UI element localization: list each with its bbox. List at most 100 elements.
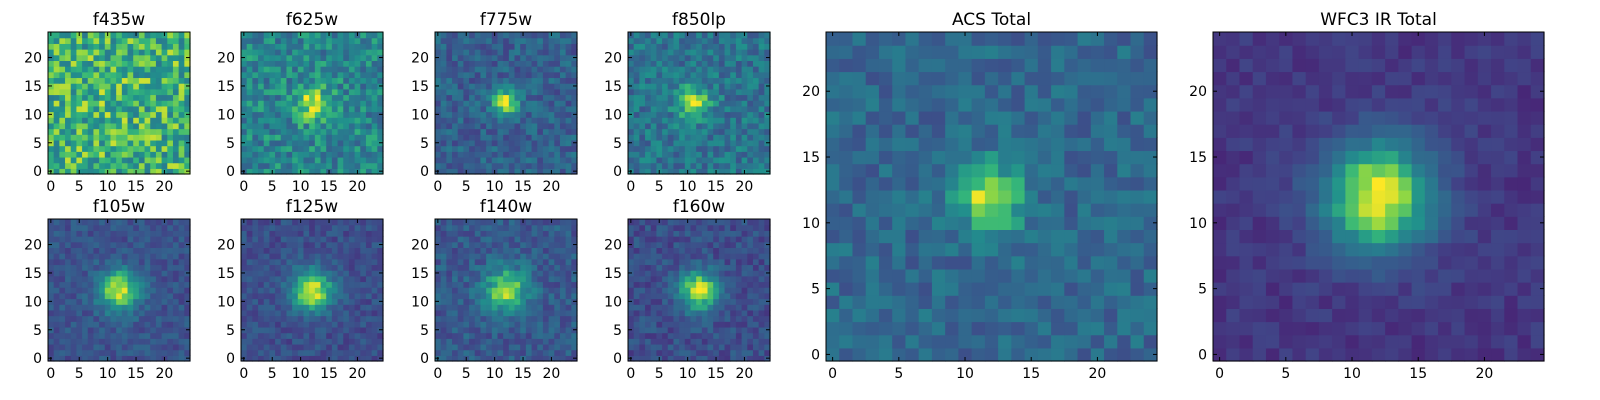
x-tick-label: 20 (543, 179, 561, 195)
heatmap-cell (121, 32, 129, 39)
heatmap-cell (70, 156, 77, 164)
heatmap-cell (93, 292, 100, 300)
heatmap-cell (554, 122, 561, 130)
heatmap-cell (167, 43, 174, 50)
heatmap-cell (525, 49, 533, 56)
heatmap-cell (497, 139, 504, 147)
heatmap-cell (440, 60, 447, 67)
heatmap-cell (531, 247, 538, 254)
heatmap-cell (701, 145, 709, 152)
heatmap-cell (320, 37, 327, 44)
heatmap-cell (752, 349, 760, 356)
heatmap-cell (679, 117, 686, 124)
heatmap-cell (452, 275, 459, 283)
heatmap-cell (497, 332, 504, 339)
heatmap-cell (138, 54, 146, 61)
heatmap-cell (172, 145, 180, 152)
heatmap-cell (764, 77, 771, 84)
heatmap-cell (87, 287, 95, 294)
heatmap-cell (263, 71, 270, 79)
heatmap-cell (82, 349, 89, 356)
heatmap-cell (167, 224, 174, 231)
heatmap-cell (667, 71, 675, 79)
heatmap-cell (70, 275, 77, 283)
heatmap-cell (286, 338, 293, 345)
x-tick-label: 5 (462, 179, 471, 195)
heatmap-cell (360, 309, 367, 317)
heatmap-cell (525, 162, 533, 169)
heatmap-cell (474, 128, 482, 135)
heatmap-cell (337, 224, 344, 231)
heatmap-cell (497, 315, 504, 322)
heatmap-cell (537, 88, 544, 96)
heatmap-cell (457, 241, 464, 248)
heatmap-cell (371, 43, 378, 50)
heatmap-cell (667, 298, 675, 305)
heatmap-cell (656, 100, 663, 107)
heatmap-cell (696, 77, 703, 84)
heatmap-cell (548, 287, 555, 294)
heatmap-cell (184, 321, 191, 328)
heatmap-cell (628, 343, 635, 351)
heatmap-cell (314, 253, 322, 260)
heatmap-cell (690, 287, 697, 294)
heatmap-cell (497, 326, 504, 334)
heatmap-cell (730, 83, 737, 90)
heatmap-cell (59, 83, 66, 90)
heatmap-cell (343, 241, 350, 248)
heatmap-cell (343, 168, 350, 175)
heatmap-cell (269, 253, 276, 260)
heatmap-cell (365, 139, 373, 147)
heatmap-cell (275, 83, 282, 90)
heatmap-cell (713, 270, 720, 277)
heatmap-cell (520, 247, 527, 254)
heatmap-cell (53, 219, 60, 226)
heatmap-cell (435, 151, 442, 158)
heatmap-cell (724, 145, 731, 152)
heatmap-cell (679, 134, 686, 141)
heatmap-cell (65, 304, 72, 311)
heatmap-cell (343, 230, 350, 237)
heatmap-cell (121, 105, 129, 113)
heatmap-cell (93, 247, 100, 254)
heatmap-cell (121, 128, 129, 135)
heatmap-cell (537, 241, 544, 248)
heatmap-cell (314, 71, 322, 79)
heatmap-cell (633, 139, 640, 147)
heatmap-cell (565, 258, 572, 266)
heatmap-cell (758, 338, 765, 345)
heatmap-cell (457, 139, 464, 147)
heatmap-cell (730, 105, 737, 113)
heatmap-cell (435, 332, 442, 339)
heatmap-cell (314, 332, 322, 339)
heatmap-cell (263, 66, 270, 73)
heatmap-cell (320, 309, 327, 317)
heatmap-cell (53, 230, 60, 237)
heatmap-cell (65, 83, 72, 90)
heatmap-cell (724, 100, 731, 107)
heatmap-cell (537, 292, 544, 300)
heatmap-cell (542, 43, 550, 50)
heatmap-cell (656, 111, 663, 118)
heatmap-cell (480, 122, 487, 130)
heatmap-cell (275, 139, 282, 147)
heatmap-cell (348, 43, 356, 50)
heatmap-cell (263, 258, 270, 266)
heatmap-cell (292, 49, 299, 56)
heatmap-cell (258, 230, 265, 237)
heatmap-cell (446, 321, 453, 328)
heatmap-cell (718, 66, 726, 73)
heatmap-cell (497, 241, 504, 248)
heatmap-cell (155, 241, 163, 248)
heatmap-cell (326, 83, 333, 90)
heatmap-cell (724, 77, 731, 84)
heatmap-cell (508, 315, 516, 322)
heatmap-cell (121, 83, 129, 90)
heatmap-cell (752, 298, 760, 305)
heatmap-cell (713, 332, 720, 339)
heatmap-cell (446, 343, 453, 351)
heatmap-cell (718, 32, 726, 39)
heatmap-cell (452, 168, 459, 175)
heatmap-cell (741, 332, 748, 339)
